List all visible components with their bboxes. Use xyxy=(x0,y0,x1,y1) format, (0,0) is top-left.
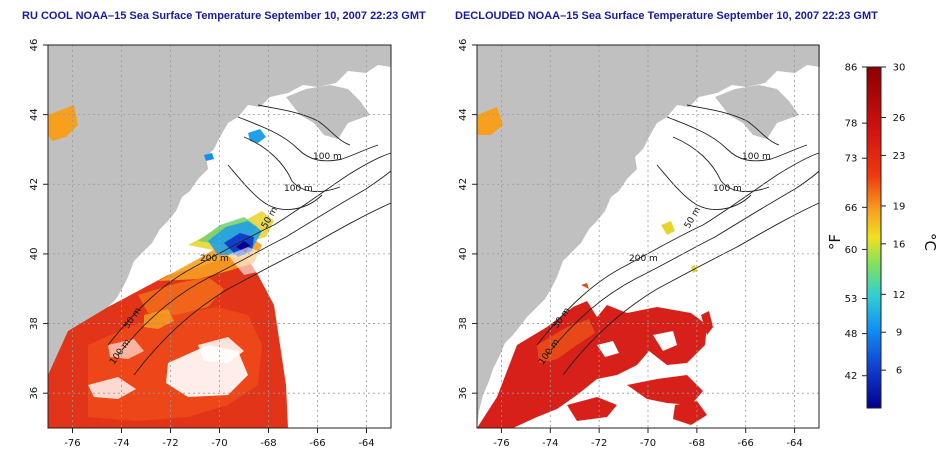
x-tick-label: -64 xyxy=(358,438,374,449)
left-map-panel: 100 m 100 m 50 m 200 m 50 m 100 m xyxy=(48,45,392,428)
x-tick-label: -72 xyxy=(591,438,607,449)
x-tick-label: -68 xyxy=(260,438,276,449)
sst-swath-left xyxy=(48,105,288,428)
contour-label: 100 m xyxy=(713,184,742,194)
y-tick-label: 36 xyxy=(458,387,469,400)
left-map-gridlines xyxy=(48,44,391,428)
contour-label: 100 m xyxy=(284,184,313,194)
y-tick-label: 44 xyxy=(29,108,40,121)
left-map-axis-ticks: -76 -74 -72 -70 -68 -66 -64 36 38 40 42 44 46 xyxy=(29,39,375,449)
fahrenheit-tick-label: 48 xyxy=(845,329,858,340)
fahrenheit-tick-label: 60 xyxy=(845,245,858,256)
right-map-axis-ticks: -76 -74 -72 -70 -68 -66 -64 36 38 40 42 44 46 xyxy=(458,39,803,449)
celsius-tick-label: 12 xyxy=(893,290,906,301)
y-tick-label: 36 xyxy=(29,387,40,400)
color-scale-bar xyxy=(866,66,882,409)
right-map-title: DECLOUDED NOAA–15 Sea Surface Temperatur… xyxy=(455,10,878,22)
fahrenheit-tick-label: 66 xyxy=(845,203,858,214)
y-tick-label: 42 xyxy=(458,178,469,191)
x-tick-label: -76 xyxy=(64,438,80,449)
y-tick-label: 42 xyxy=(29,178,40,191)
right-map-panel: 100 m 100 m 50 m 200 m 50 m 100 m xyxy=(477,45,820,428)
y-tick-label: 40 xyxy=(29,248,40,261)
x-tick-label: -76 xyxy=(493,438,509,449)
fahrenheit-tick-label: 86 xyxy=(845,63,858,74)
x-tick-label: -72 xyxy=(162,438,178,449)
fahrenheit-tick-label: 73 xyxy=(845,154,858,165)
fahrenheit-tick-label: 78 xyxy=(845,119,858,130)
x-tick-label: -74 xyxy=(113,438,129,449)
y-tick-label: 38 xyxy=(458,317,469,330)
x-tick-label: -74 xyxy=(542,438,558,449)
y-tick-label: 46 xyxy=(29,39,40,52)
x-tick-label: -66 xyxy=(309,438,325,449)
x-tick-label: -70 xyxy=(640,438,656,449)
x-tick-label: -64 xyxy=(786,438,802,449)
x-tick-label: -68 xyxy=(689,438,705,449)
left-map-title: RU COOL NOAA–15 Sea Surface Temperature … xyxy=(22,10,426,22)
celsius-tick-label: 9 xyxy=(896,328,902,339)
celsius-tick-label: 23 xyxy=(893,151,906,162)
contour-label: 100 m xyxy=(313,152,342,162)
x-tick-label: -70 xyxy=(211,438,227,449)
celsius-unit-label: °C xyxy=(921,233,939,251)
y-tick-label: 40 xyxy=(458,248,469,261)
contour-label: 100 m xyxy=(742,152,771,162)
contour-label: 200 m xyxy=(629,254,658,264)
contour-label: 200 m xyxy=(200,254,229,264)
celsius-tick-label: 6 xyxy=(896,366,902,377)
celsius-tick-label: 30 xyxy=(893,63,906,74)
fahrenheit-tick-label: 53 xyxy=(845,294,858,305)
sst-swath-right xyxy=(477,107,713,428)
x-tick-label: -66 xyxy=(738,438,754,449)
celsius-tick-label: 19 xyxy=(893,201,906,212)
y-tick-label: 46 xyxy=(458,39,469,52)
celsius-tick-label: 26 xyxy=(893,113,906,124)
color-scale-legend: °F °C 86 78 73 66 60 53 48 42 30 26 23 19 16 12 9 6 xyxy=(826,63,939,409)
fahrenheit-unit-label: °F xyxy=(826,234,844,250)
fahrenheit-tick-label: 42 xyxy=(845,371,858,382)
y-tick-label: 38 xyxy=(29,317,40,330)
y-tick-label: 44 xyxy=(458,108,469,121)
celsius-tick-label: 16 xyxy=(893,239,906,250)
